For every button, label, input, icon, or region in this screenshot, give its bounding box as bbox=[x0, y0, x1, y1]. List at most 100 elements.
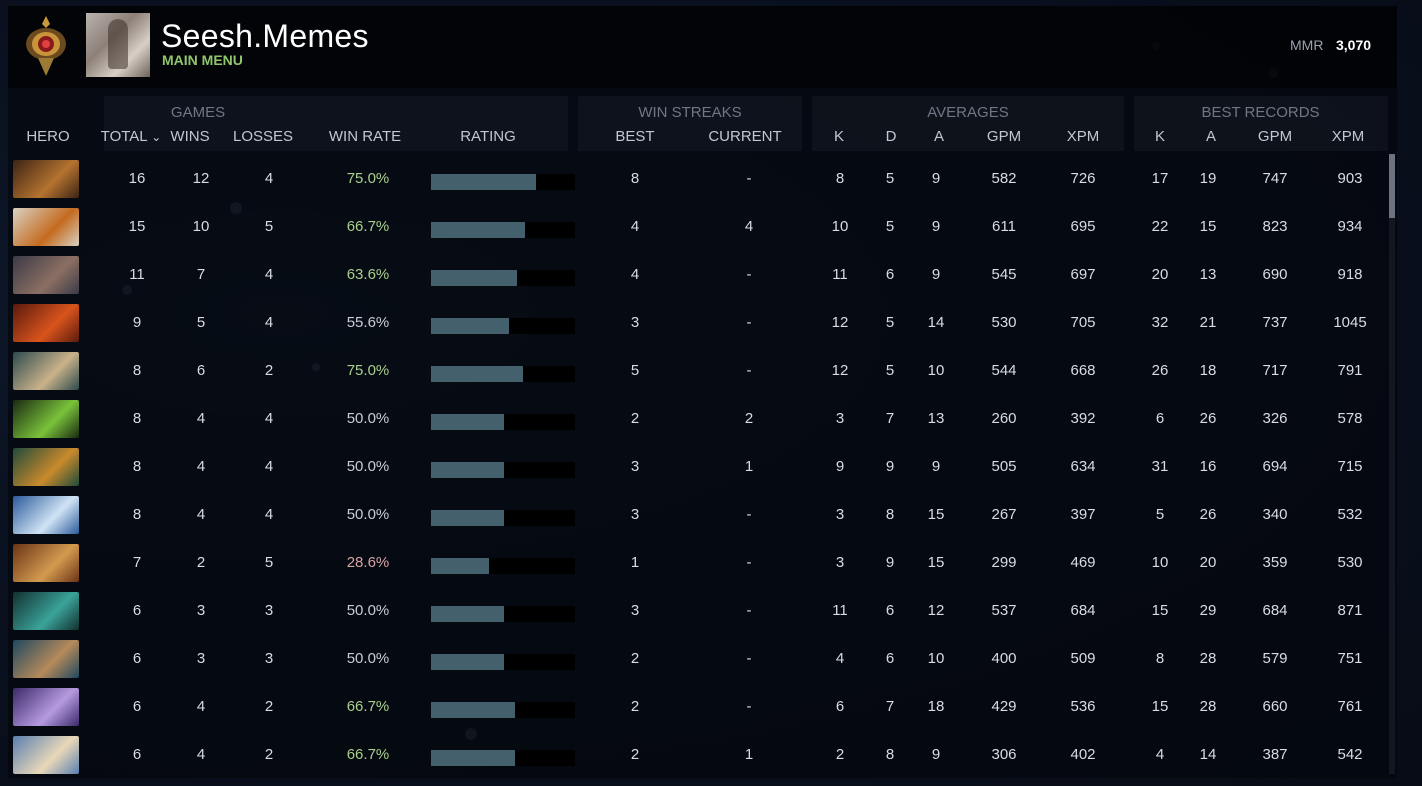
hero-portrait-icon[interactable] bbox=[13, 544, 79, 582]
rating-column-header[interactable]: RATING bbox=[460, 128, 516, 145]
table-scrollbar[interactable] bbox=[1389, 154, 1395, 774]
total-cell: 9 bbox=[132, 314, 142, 331]
avg-assists-cell: 18 bbox=[927, 698, 945, 715]
win-rate-column-header[interactable]: WIN RATE bbox=[328, 128, 402, 145]
hero-portrait-icon[interactable] bbox=[13, 160, 79, 198]
avg-deaths-column-header[interactable]: D bbox=[885, 128, 897, 145]
best-kills-column-header[interactable]: K bbox=[1154, 128, 1165, 145]
current-streak-cell: - bbox=[746, 266, 752, 283]
current-streak-cell: - bbox=[746, 602, 752, 619]
table-row[interactable]: 6 4 2 66.7% 2 1 2 8 9 306 402 4 14 387 542 bbox=[8, 730, 1388, 778]
best-gpm-cell: 387 bbox=[1262, 746, 1288, 763]
best-xpm-cell: 918 bbox=[1337, 266, 1363, 283]
avg-deaths-cell: 7 bbox=[885, 410, 895, 427]
total-column-header[interactable]: TOTAL ⌄ bbox=[96, 128, 166, 145]
best-streak-column-header[interactable]: BEST bbox=[615, 128, 655, 145]
best-xpm-cell: 578 bbox=[1337, 410, 1363, 427]
avg-assists-cell: 13 bbox=[927, 410, 945, 427]
table-row[interactable]: 16 12 4 75.0% 8 - 8 5 9 582 726 17 19 747 903 bbox=[8, 154, 1388, 202]
total-cell: 6 bbox=[132, 746, 142, 763]
hero-portrait-icon[interactable] bbox=[13, 736, 79, 774]
best-streak-cell: 2 bbox=[630, 746, 640, 763]
hero-portrait-icon[interactable] bbox=[13, 304, 79, 342]
main-menu-link[interactable]: MAIN MENU bbox=[162, 52, 243, 68]
avg-xpm-cell: 469 bbox=[1070, 554, 1096, 571]
table-row[interactable]: 15 10 5 66.7% 4 4 10 5 9 611 695 22 15 823 934 bbox=[8, 202, 1388, 250]
table-row[interactable]: 8 4 4 50.0% 3 1 9 9 9 505 634 31 16 694 715 bbox=[8, 442, 1388, 490]
avg-kills-cell: 3 bbox=[835, 506, 845, 523]
table-row[interactable]: 7 2 5 28.6% 1 - 3 9 15 299 469 10 20 359 530 bbox=[8, 538, 1388, 586]
avg-assists-cell: 9 bbox=[931, 170, 941, 187]
hero-portrait-icon[interactable] bbox=[13, 688, 79, 726]
table-row[interactable]: 11 7 4 63.6% 4 - 11 6 9 545 697 20 13 690 918 bbox=[8, 250, 1388, 298]
table-row[interactable]: 6 4 2 66.7% 2 - 6 7 18 429 536 15 28 660 761 bbox=[8, 682, 1388, 730]
avg-xpm-column-header[interactable]: XPM bbox=[1066, 128, 1100, 145]
best-xpm-cell: 871 bbox=[1337, 602, 1363, 619]
losses-cell: 2 bbox=[264, 746, 274, 763]
best-kills-cell: 20 bbox=[1151, 266, 1169, 283]
total-cell: 8 bbox=[132, 506, 142, 523]
scrollbar-thumb[interactable] bbox=[1389, 154, 1395, 218]
games-group-label: GAMES bbox=[170, 104, 226, 121]
rating-bar bbox=[431, 270, 575, 286]
table-row[interactable]: 8 4 4 50.0% 2 2 3 7 13 260 392 6 26 326 578 bbox=[8, 394, 1388, 442]
hero-portrait-icon[interactable] bbox=[13, 592, 79, 630]
avg-deaths-cell: 7 bbox=[885, 698, 895, 715]
best-xpm-cell: 542 bbox=[1337, 746, 1363, 763]
best-assists-column-header[interactable]: A bbox=[1205, 128, 1216, 145]
table-row[interactable]: 6 3 3 50.0% 2 - 4 6 10 400 509 8 28 579 751 bbox=[8, 634, 1388, 682]
averages-group-band bbox=[812, 96, 1124, 151]
table-row[interactable]: 8 4 4 50.0% 3 - 3 8 15 267 397 5 26 340 532 bbox=[8, 490, 1388, 538]
best-streak-cell: 4 bbox=[630, 218, 640, 235]
avg-gpm-cell: 582 bbox=[991, 170, 1017, 187]
avg-kills-cell: 9 bbox=[835, 458, 845, 475]
avg-xpm-cell: 397 bbox=[1070, 506, 1096, 523]
best-assists-cell: 15 bbox=[1199, 218, 1217, 235]
hero-portrait-icon[interactable] bbox=[13, 208, 79, 246]
current-streak-cell: 1 bbox=[744, 458, 754, 475]
best-streak-cell: 3 bbox=[630, 314, 640, 331]
immortal-medal-icon bbox=[26, 16, 66, 76]
hero-column-header[interactable]: HERO bbox=[26, 128, 70, 145]
best-assists-cell: 18 bbox=[1199, 362, 1217, 379]
hero-portrait-icon[interactable] bbox=[13, 496, 79, 534]
table-row[interactable]: 9 5 4 55.6% 3 - 12 5 14 530 705 32 21 737 1045 bbox=[8, 298, 1388, 346]
avg-kills-cell: 2 bbox=[835, 746, 845, 763]
best-gpm-column-header[interactable]: GPM bbox=[1257, 128, 1293, 145]
avg-kills-cell: 11 bbox=[832, 266, 848, 283]
best-assists-cell: 19 bbox=[1199, 170, 1217, 187]
avg-assists-cell: 10 bbox=[927, 362, 945, 379]
table-row[interactable]: 8 6 2 75.0% 5 - 12 5 10 544 668 26 18 717 791 bbox=[8, 346, 1388, 394]
wins-column-header[interactable]: WINS bbox=[170, 128, 210, 145]
rating-bar bbox=[431, 414, 575, 430]
best-assists-cell: 14 bbox=[1199, 746, 1217, 763]
win-rate-cell: 66.7% bbox=[346, 746, 390, 763]
avg-assists-column-header[interactable]: A bbox=[933, 128, 944, 145]
hero-portrait-icon[interactable] bbox=[13, 352, 79, 390]
best-xpm-column-header[interactable]: XPM bbox=[1331, 128, 1365, 145]
avg-gpm-cell: 530 bbox=[991, 314, 1017, 331]
avg-gpm-cell: 429 bbox=[991, 698, 1017, 715]
current-streak-cell: 4 bbox=[744, 218, 754, 235]
hero-portrait-icon[interactable] bbox=[13, 256, 79, 294]
avg-kills-column-header[interactable]: K bbox=[833, 128, 844, 145]
avg-gpm-cell: 611 bbox=[992, 218, 1016, 235]
table-row[interactable]: 6 3 3 50.0% 3 - 11 6 12 537 684 15 29 684 871 bbox=[8, 586, 1388, 634]
avg-assists-cell: 9 bbox=[931, 266, 941, 283]
rating-bar-fill bbox=[431, 750, 515, 766]
wins-cell: 10 bbox=[192, 218, 210, 235]
avg-deaths-cell: 6 bbox=[885, 602, 895, 619]
avg-xpm-cell: 668 bbox=[1070, 362, 1096, 379]
games-group-band bbox=[104, 96, 568, 151]
current-streak-column-header[interactable]: CURRENT bbox=[708, 128, 782, 145]
losses-cell: 4 bbox=[264, 458, 274, 475]
hero-portrait-icon[interactable] bbox=[13, 640, 79, 678]
hero-portrait-icon[interactable] bbox=[13, 400, 79, 438]
hero-portrait-icon[interactable] bbox=[13, 448, 79, 486]
player-avatar[interactable] bbox=[86, 13, 150, 77]
best-xpm-cell: 751 bbox=[1337, 650, 1363, 667]
avg-gpm-column-header[interactable]: GPM bbox=[986, 128, 1022, 145]
total-cell: 8 bbox=[132, 410, 142, 427]
losses-column-header[interactable]: LOSSES bbox=[232, 128, 294, 145]
win-rate-cell: 55.6% bbox=[346, 314, 390, 331]
